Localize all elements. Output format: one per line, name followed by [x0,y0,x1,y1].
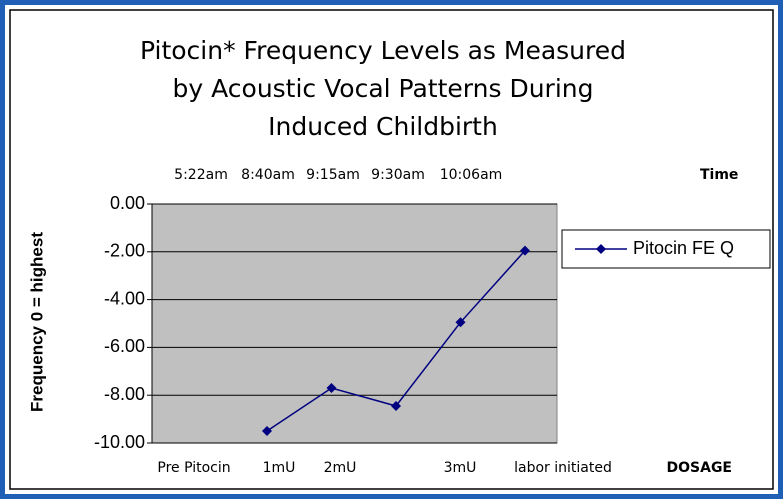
plot-area [151,203,558,444]
chart-title: by Acoustic Vocal Patterns During [173,74,594,103]
chart-title: Pitocin* Frequency Levels as Measured [140,36,626,65]
dosage-label: 2mU [324,460,357,476]
dosage-label: labor initiated [514,460,612,476]
time-label: 9:30am [371,167,425,183]
data-point [455,317,466,328]
y-tick-label: -4.00 [104,288,145,308]
chart-title: Induced Childbirth [268,112,498,141]
time-label: 8:40am [241,167,295,183]
dosage-label: Pre Pitocin [157,460,230,476]
y-tick-label: -6.00 [104,336,145,356]
data-point [520,245,530,256]
dosage-label: 1mU [263,460,296,476]
legend-marker [596,244,606,254]
y-tick-label: 0.00 [110,193,145,213]
time-axis-label: Time [700,167,738,183]
data-point [262,426,272,437]
inner-frame [9,9,774,490]
data-point [326,383,337,394]
time-label: 10:06am [440,167,503,183]
time-label: 5:22am [174,167,228,183]
y-tick-label: -8.00 [104,384,145,404]
y-axis-label: Frequency 0 = highest [27,232,46,412]
dosage-label: 3mU [444,460,477,476]
data-point [391,400,401,411]
y-tick-label: -2.00 [104,241,145,261]
dosage-axis-label: DOSAGE [667,460,733,476]
time-label: 9:15am [306,167,360,183]
y-tick-label: -10.00 [94,432,145,452]
legend-label: Pitocin FE Q [633,238,734,258]
